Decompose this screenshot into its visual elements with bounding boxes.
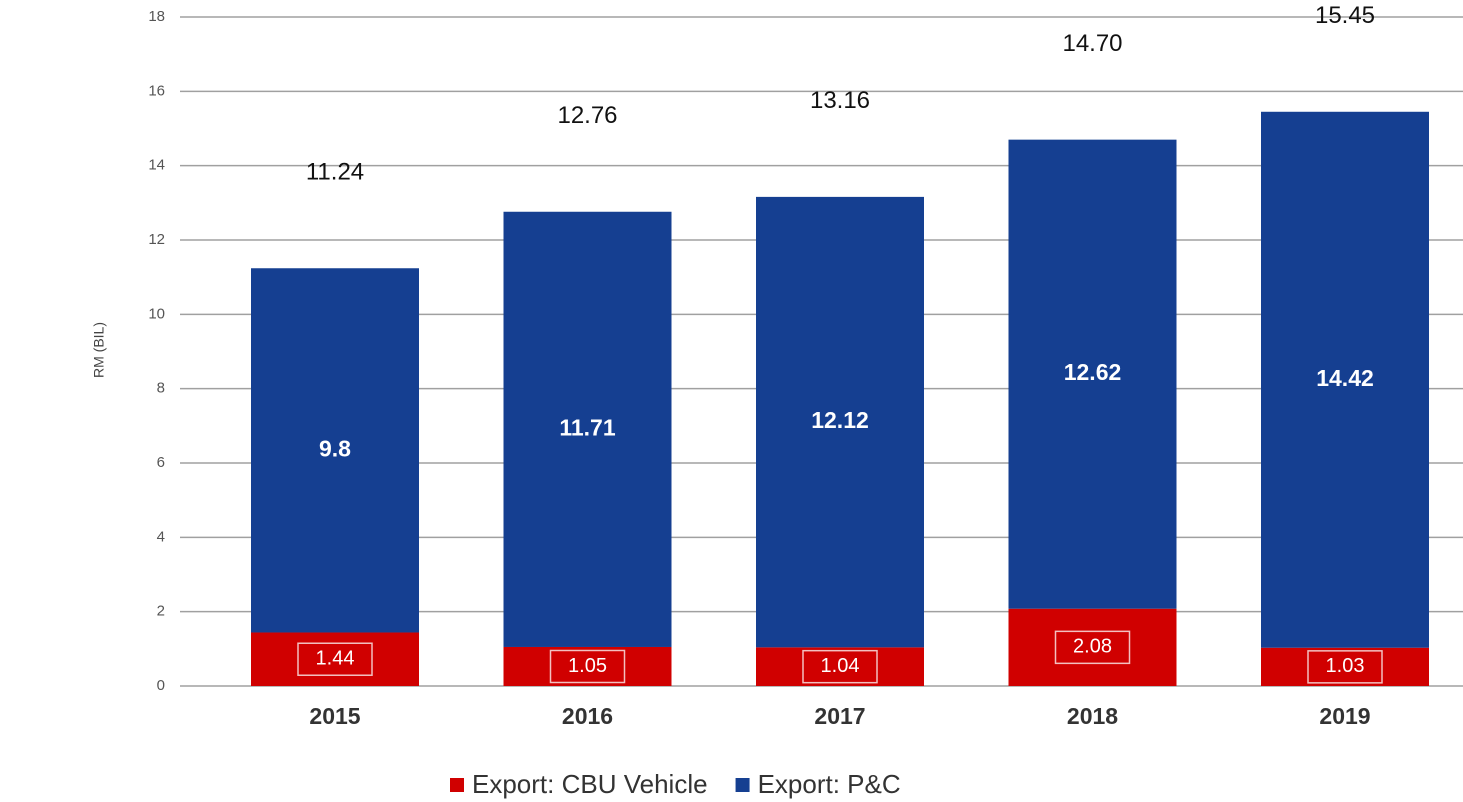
y-tick-label: 16: [148, 82, 165, 99]
bar-segment: [1261, 111, 1429, 648]
legend-swatch: [450, 778, 464, 792]
x-tick-label: 2017: [814, 703, 865, 729]
bar-segment: [1008, 139, 1177, 609]
x-tick-label: 2018: [1067, 703, 1118, 729]
y-axis-label: RM (BIL): [91, 322, 107, 378]
value-label: 2.08: [1073, 636, 1112, 658]
y-tick-label: 8: [157, 380, 165, 397]
value-label: 1.04: [821, 655, 860, 677]
y-tick-label: 2: [157, 603, 165, 620]
bar-segment: [1261, 647, 1429, 686]
x-tick-label: 2016: [562, 703, 613, 729]
x-tick-label: 2015: [309, 703, 360, 729]
bar-segment: [1008, 608, 1177, 686]
value-label-box: [1307, 650, 1383, 684]
bar-segment: [251, 268, 419, 633]
bar-segment: [756, 647, 924, 686]
value-label: 1.03: [1326, 655, 1365, 677]
y-tick-label: 14: [148, 157, 165, 174]
y-tick-label: 0: [157, 677, 165, 694]
legend-label: Export: P&C: [758, 769, 901, 799]
legend-label: Export: CBU Vehicle: [472, 769, 708, 799]
value-label-box: [549, 649, 626, 684]
value-label-box: [297, 642, 373, 676]
bar-segment: [503, 646, 672, 686]
bar-segment: [756, 196, 924, 648]
legend-swatch: [735, 778, 750, 792]
y-tick-label: 6: [157, 454, 165, 471]
value-label: 11.71: [559, 414, 615, 440]
total-label: 11.24: [306, 159, 364, 186]
total-label: 12.76: [557, 102, 617, 129]
y-tick-label: 10: [148, 305, 165, 322]
value-label-box: [1054, 630, 1131, 665]
value-label: 1.05: [568, 655, 607, 677]
y-tick-label: 12: [148, 231, 165, 248]
value-label-box: [802, 649, 878, 684]
value-label: 12.12: [811, 407, 869, 433]
y-tick-label: 18: [148, 8, 165, 25]
total-label: 13.16: [810, 87, 870, 114]
y-tick-label: 4: [157, 528, 165, 545]
value-label: 14.42: [1316, 365, 1374, 391]
total-label: 14.70: [1062, 30, 1122, 57]
x-tick-label: 2019: [1319, 703, 1370, 729]
bar-segment: [503, 211, 672, 647]
value-label: 9.8: [319, 435, 351, 461]
total-label: 15.45: [1315, 2, 1375, 29]
value-label: 1.44: [316, 648, 355, 670]
bar-segment: [251, 632, 419, 686]
value-label: 12.62: [1064, 359, 1122, 385]
